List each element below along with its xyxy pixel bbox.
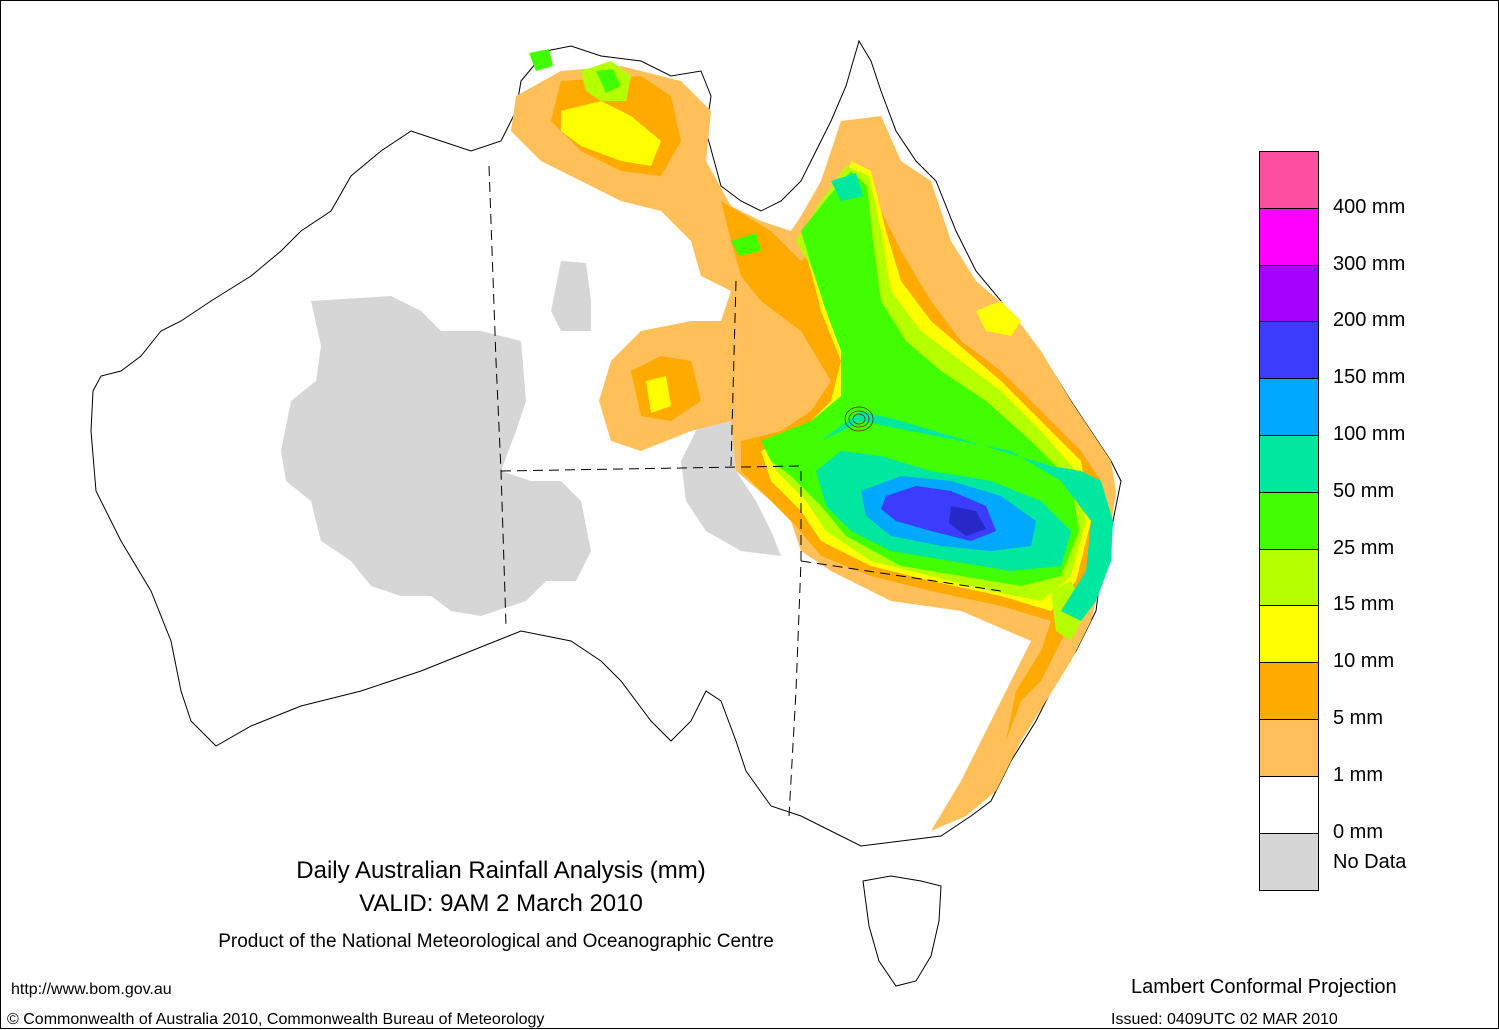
tasmania [862, 875, 942, 987]
copyright-notice: © Commonwealth of Australia 2010, Common… [7, 1011, 545, 1028]
legend-swatch [1260, 435, 1318, 493]
legend-label: 0 mm [1333, 820, 1383, 843]
legend-swatch [1260, 606, 1318, 664]
legend-label: 10 mm [1333, 650, 1395, 673]
legend-swatch [1260, 379, 1318, 436]
legend-label: 25 mm [1333, 536, 1395, 559]
legend-swatch [1260, 208, 1318, 266]
legend-label: 150 mm [1333, 366, 1406, 389]
contour-ring-inner [852, 413, 866, 425]
legend-label: 200 mm [1333, 309, 1406, 332]
legend-label: 100 mm [1333, 423, 1406, 445]
map-title: Daily Australian Rainfall Analysis (mm) [296, 857, 706, 884]
source-url[interactable]: http://www.bom.gov.au [11, 981, 172, 998]
projection-label: Lambert Conformal Projection [1131, 976, 1397, 998]
legend-color-bar [1259, 151, 1319, 892]
legend-swatch [1260, 833, 1318, 891]
border-wa [488, 165, 507, 627]
issued-timestamp: Issued: 0409UTC 02 MAR 2010 [1111, 1011, 1338, 1028]
product-credit: Product of the National Meteorological a… [218, 931, 774, 952]
contour-lines [844, 406, 874, 432]
legend-label: 1 mm [1333, 763, 1383, 786]
legend-label: 50 mm [1333, 479, 1395, 502]
rainfall-bands [511, 49, 1116, 831]
contour-ring-mid [848, 410, 870, 428]
legend-swatch [1260, 663, 1318, 720]
state-borders [488, 165, 1002, 817]
no-data-eastern-patch [681, 416, 781, 556]
border-nsw-vic [800, 560, 1002, 592]
contour-ring-outer [844, 406, 874, 432]
legend-label: 300 mm [1333, 252, 1406, 275]
no-data-central-patch [551, 261, 591, 331]
legend-swatch [1260, 322, 1318, 380]
legend-label: 15 mm [1333, 593, 1395, 616]
legend-label: 400 mm [1333, 195, 1406, 218]
legend-swatch [1260, 719, 1318, 777]
legend-swatch [1260, 152, 1318, 209]
valid-date: VALID: 9AM 2 March 2010 [359, 890, 643, 917]
legend-swatch [1260, 776, 1318, 834]
legend-swatch [1260, 492, 1318, 550]
legend-swatch [1260, 549, 1318, 607]
legend-swatch [1260, 265, 1318, 323]
no-data-regions [281, 261, 781, 616]
border-nt-sa [500, 465, 802, 472]
rain-200mm [949, 506, 986, 536]
legend-label: 5 mm [1333, 707, 1383, 729]
legend-label: No Data [1333, 850, 1407, 873]
no-data-western-interior [281, 296, 591, 616]
rain-25mm [529, 49, 1079, 586]
